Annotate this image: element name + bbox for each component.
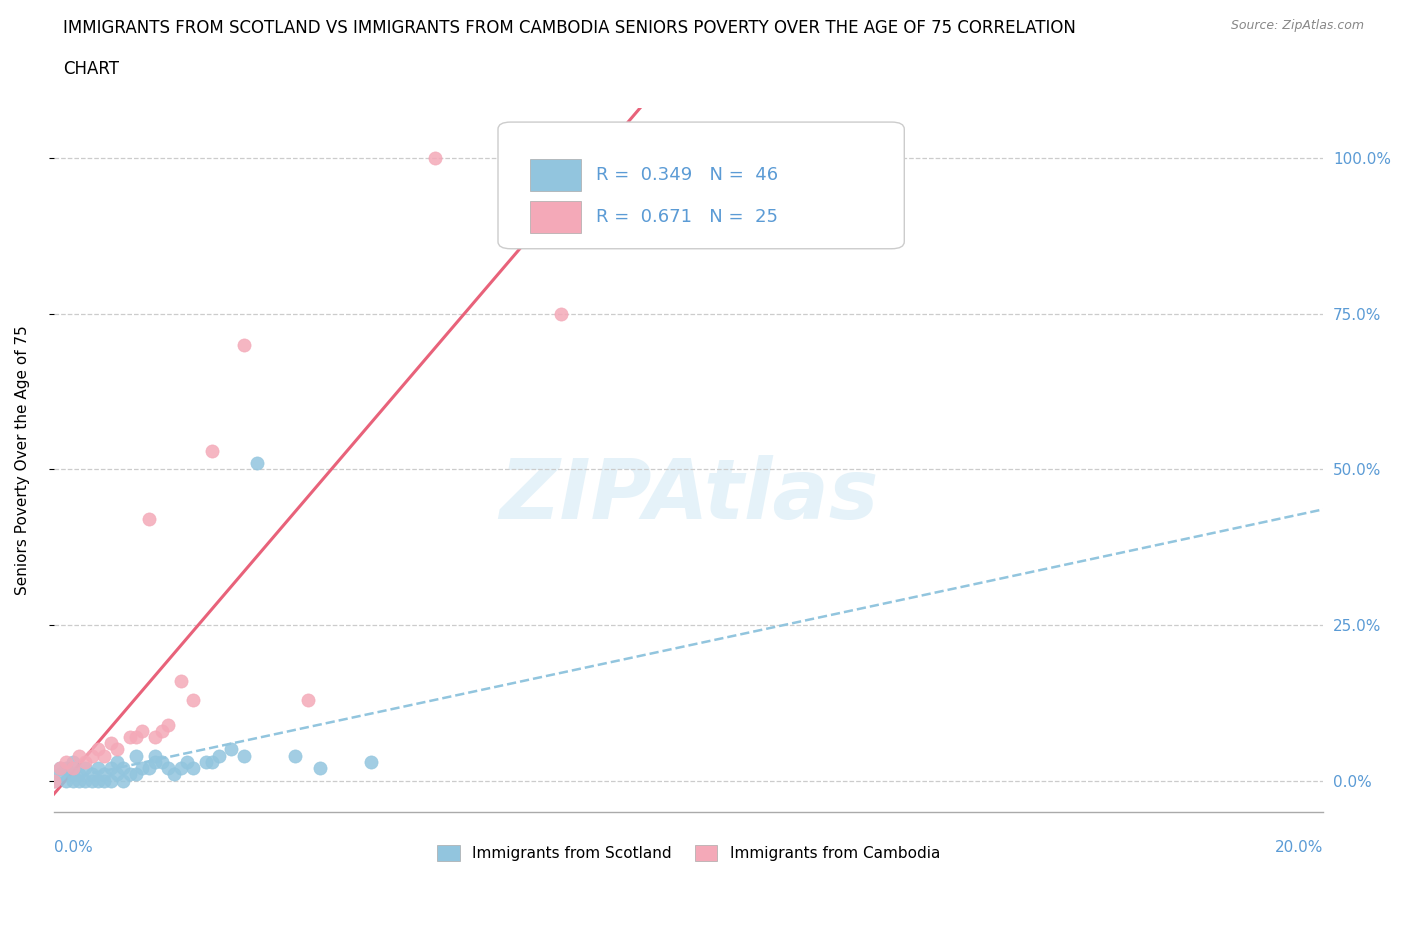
- Point: [105, 742, 128, 757]
- Point: [233, 749, 256, 764]
- Point: [125, 729, 148, 744]
- Point: [62, 773, 84, 788]
- Point: [118, 729, 141, 744]
- Point: [125, 767, 148, 782]
- Point: [87, 761, 110, 776]
- Point: [131, 761, 153, 776]
- Point: [201, 443, 224, 458]
- Point: [150, 724, 173, 738]
- Point: [138, 761, 160, 776]
- Point: [309, 761, 332, 776]
- Point: [284, 749, 307, 764]
- Point: [80, 767, 103, 782]
- Point: [143, 754, 166, 769]
- Point: [93, 767, 115, 782]
- Legend: Immigrants from Scotland, Immigrants from Cambodia: Immigrants from Scotland, Immigrants fro…: [430, 839, 946, 868]
- Point: [105, 767, 128, 782]
- Point: [112, 761, 135, 776]
- Point: [233, 338, 256, 352]
- Point: [423, 151, 446, 166]
- Point: [156, 761, 179, 776]
- Text: IMMIGRANTS FROM SCOTLAND VS IMMIGRANTS FROM CAMBODIA SENIORS POVERTY OVER THE AG: IMMIGRANTS FROM SCOTLAND VS IMMIGRANTS F…: [63, 19, 1076, 36]
- Point: [49, 761, 72, 776]
- FancyBboxPatch shape: [530, 159, 581, 191]
- Point: [55, 761, 77, 776]
- Point: [221, 742, 243, 757]
- Point: [246, 456, 269, 471]
- Point: [176, 754, 198, 769]
- Point: [49, 767, 72, 782]
- Point: [169, 761, 191, 776]
- Text: CHART: CHART: [63, 60, 120, 78]
- Text: 0.0%: 0.0%: [53, 840, 93, 855]
- Point: [201, 754, 224, 769]
- Point: [125, 749, 148, 764]
- Point: [62, 761, 84, 776]
- Point: [360, 754, 382, 769]
- Point: [297, 692, 319, 707]
- Point: [100, 736, 122, 751]
- Point: [181, 761, 204, 776]
- Point: [138, 512, 160, 526]
- Point: [143, 749, 166, 764]
- Point: [169, 673, 191, 688]
- Point: [80, 749, 103, 764]
- Point: [62, 767, 84, 782]
- Text: Source: ZipAtlas.com: Source: ZipAtlas.com: [1230, 19, 1364, 32]
- Point: [100, 761, 122, 776]
- Point: [112, 773, 135, 788]
- Point: [67, 749, 90, 764]
- Point: [100, 773, 122, 788]
- Point: [67, 773, 90, 788]
- Point: [49, 761, 72, 776]
- Point: [105, 754, 128, 769]
- Y-axis label: Seniors Poverty Over the Age of 75: Seniors Poverty Over the Age of 75: [15, 325, 30, 594]
- Text: R =  0.671   N =  25: R = 0.671 N = 25: [596, 208, 778, 226]
- Point: [93, 749, 115, 764]
- Point: [118, 767, 141, 782]
- Point: [156, 717, 179, 732]
- Text: 20.0%: 20.0%: [1275, 840, 1323, 855]
- Point: [87, 773, 110, 788]
- Point: [42, 773, 65, 788]
- Point: [62, 754, 84, 769]
- Point: [80, 773, 103, 788]
- Point: [87, 742, 110, 757]
- Point: [143, 729, 166, 744]
- Point: [75, 761, 97, 776]
- Point: [55, 754, 77, 769]
- Text: R =  0.349   N =  46: R = 0.349 N = 46: [596, 166, 778, 184]
- Point: [75, 754, 97, 769]
- Point: [42, 773, 65, 788]
- Point: [181, 692, 204, 707]
- Point: [163, 767, 186, 782]
- Point: [150, 754, 173, 769]
- Point: [208, 749, 231, 764]
- Point: [550, 306, 572, 321]
- Text: ZIPAtlas: ZIPAtlas: [499, 455, 879, 536]
- Point: [55, 773, 77, 788]
- Point: [194, 754, 217, 769]
- Point: [75, 773, 97, 788]
- Point: [131, 724, 153, 738]
- Point: [67, 767, 90, 782]
- Point: [93, 773, 115, 788]
- FancyBboxPatch shape: [530, 201, 581, 232]
- FancyBboxPatch shape: [498, 122, 904, 248]
